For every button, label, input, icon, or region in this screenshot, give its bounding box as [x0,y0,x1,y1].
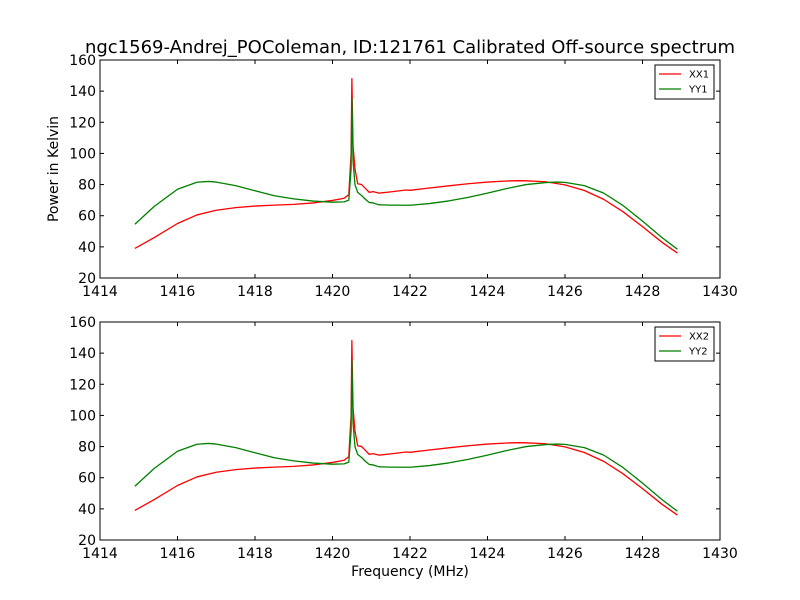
chart-1-legend-label-xx2: XX2 [689,332,709,343]
chart-1-legend-label-yy2: YY2 [688,347,708,358]
chart-1-x-axis-label: Frequency (MHz) [351,564,469,580]
chart-0-x-tick-label: 1428 [625,284,661,300]
chart-0-series-yy1-line [134,98,678,250]
chart-1-x-tick-label: 1416 [160,546,196,562]
chart-0-x-tick-label: 1414 [82,284,118,300]
chart-1-y-tick-label: 60 [78,471,96,487]
chart-0-title: ngc1569-Andrej_POColeman, ID:121761 Cali… [85,37,735,58]
chart-0-x-tick-label: 1426 [547,284,583,300]
chart-1-y-tick-label: 160 [69,315,96,331]
chart-1-y-tick-label: 120 [69,377,96,393]
chart-0-y-tick-label: 120 [69,115,96,131]
chart-0-x-tick-label: 1416 [160,284,196,300]
chart-1-x-tick-label: 1428 [625,546,661,562]
chart-0-y-tick-label: 20 [78,271,96,287]
chart-1-x-tick-label: 1424 [470,546,506,562]
chart-0-x-tick-label: 1430 [702,284,738,300]
chart-1-x-tick-label: 1418 [237,546,273,562]
chart-0-y-tick-label: 160 [69,53,96,69]
chart-0-y-tick-label: 100 [69,146,96,162]
chart-1-x-tick-label: 1426 [547,546,583,562]
chart-1-y-tick-label: 100 [69,408,96,424]
chart-1-y-tick-label: 40 [78,502,96,518]
chart-1-legend [654,326,715,362]
top-panel: ngc1569-Andrej_POColeman, ID:121761 Cali… [46,37,738,300]
chart-0-legend [654,64,715,100]
chart-0-legend-label-xx1: XX1 [689,70,709,81]
chart-0-y-tick-label: 60 [78,209,96,225]
chart-1-y-tick-label: 80 [78,440,96,456]
chart-0-x-tick-label: 1420 [315,284,351,300]
chart-0-legend-label-yy1: YY1 [688,85,708,96]
chart-0-y-tick-label: 140 [69,84,96,100]
chart-1-y-tick-label: 20 [78,533,96,549]
bottom-panel: 1414 1416 1418 1420 1422 1424 1426 1428 1430 20 40… [69,315,738,580]
chart-0-x-tick-label: 1424 [470,284,506,300]
chart-1-y-tick-label: 140 [69,346,96,362]
chart-1-x-tick-label: 1414 [82,546,118,562]
chart-1-x-tick-label: 1420 [315,546,351,562]
chart-1-x-tick-label: 1422 [392,546,428,562]
chart-0-x-tick-label: 1422 [392,284,428,300]
chart-1-x-tick-label: 1430 [702,546,738,562]
chart-1-series-yy2-line [134,360,678,512]
chart-0-y-axis-label: Power in Kelvin [46,116,62,222]
chart-0-y-tick-label: 40 [78,240,96,256]
chart-0-y-tick-label: 80 [78,178,96,194]
chart-0-x-tick-label: 1418 [237,284,273,300]
